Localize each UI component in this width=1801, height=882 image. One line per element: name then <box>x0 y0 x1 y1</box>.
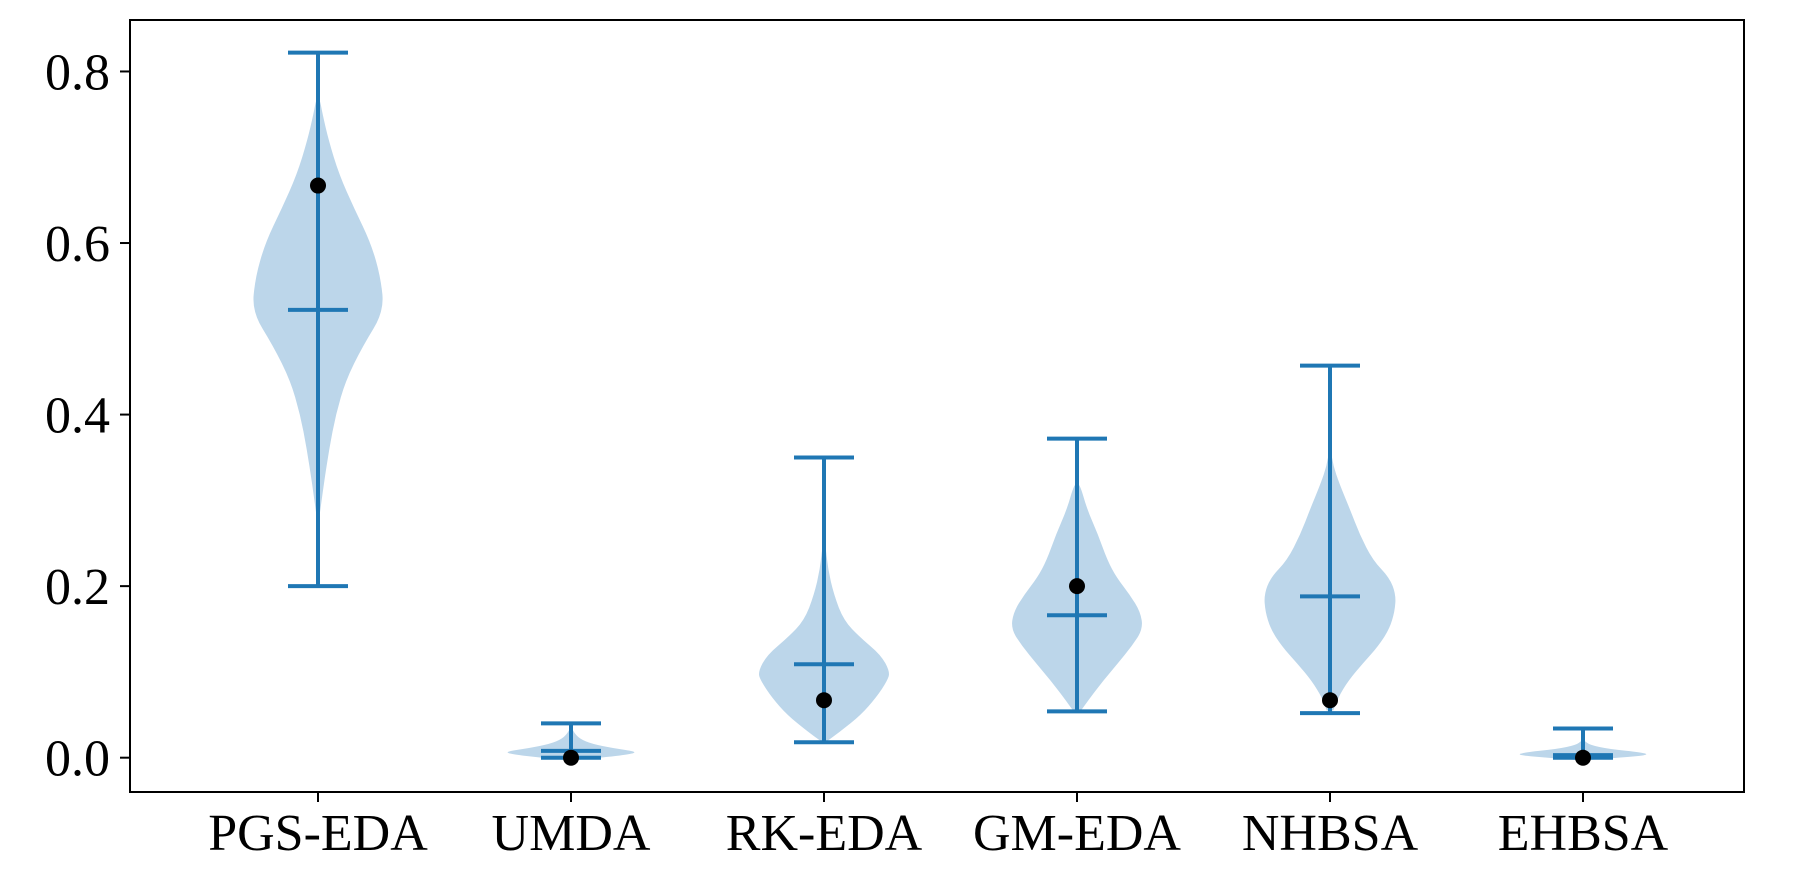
point-pgs-eda <box>310 177 326 194</box>
x-tick-label-ehbsa: EHBSA <box>1498 805 1669 862</box>
point-nhbsa <box>1322 692 1338 709</box>
point-umda <box>563 749 579 766</box>
stats-layer <box>288 50 1613 760</box>
y-tick-label: 0.4 <box>45 388 110 445</box>
y-tick-label: 0.2 <box>45 559 110 616</box>
x-tick-label-gm-eda: GM-EDA <box>973 805 1181 862</box>
y-tick-label: 0.6 <box>45 216 110 273</box>
x-tick-label-pgs-eda: PGS-EDA <box>208 805 428 862</box>
y-axis: 0.0 0.2 0.4 0.6 0.8 <box>45 44 130 788</box>
point-rk-eda <box>816 692 832 709</box>
y-tick-label: 0.0 <box>45 731 110 788</box>
axes-frame <box>129 19 1745 793</box>
point-ehbsa <box>1575 749 1591 766</box>
violins-layer <box>253 97 1647 761</box>
points-layer <box>310 177 1591 766</box>
x-tick-label-nhbsa: NHBSA <box>1242 805 1419 862</box>
point-gm-eda <box>1069 578 1085 595</box>
y-tick-label: 0.8 <box>45 44 110 101</box>
x-tick-label-umda: UMDA <box>492 805 651 862</box>
x-tick-label-rk-eda: RK-EDA <box>726 805 923 862</box>
x-axis: PGS-EDA UMDA RK-EDA GM-EDA NHBSA EHBSA <box>208 792 1669 862</box>
